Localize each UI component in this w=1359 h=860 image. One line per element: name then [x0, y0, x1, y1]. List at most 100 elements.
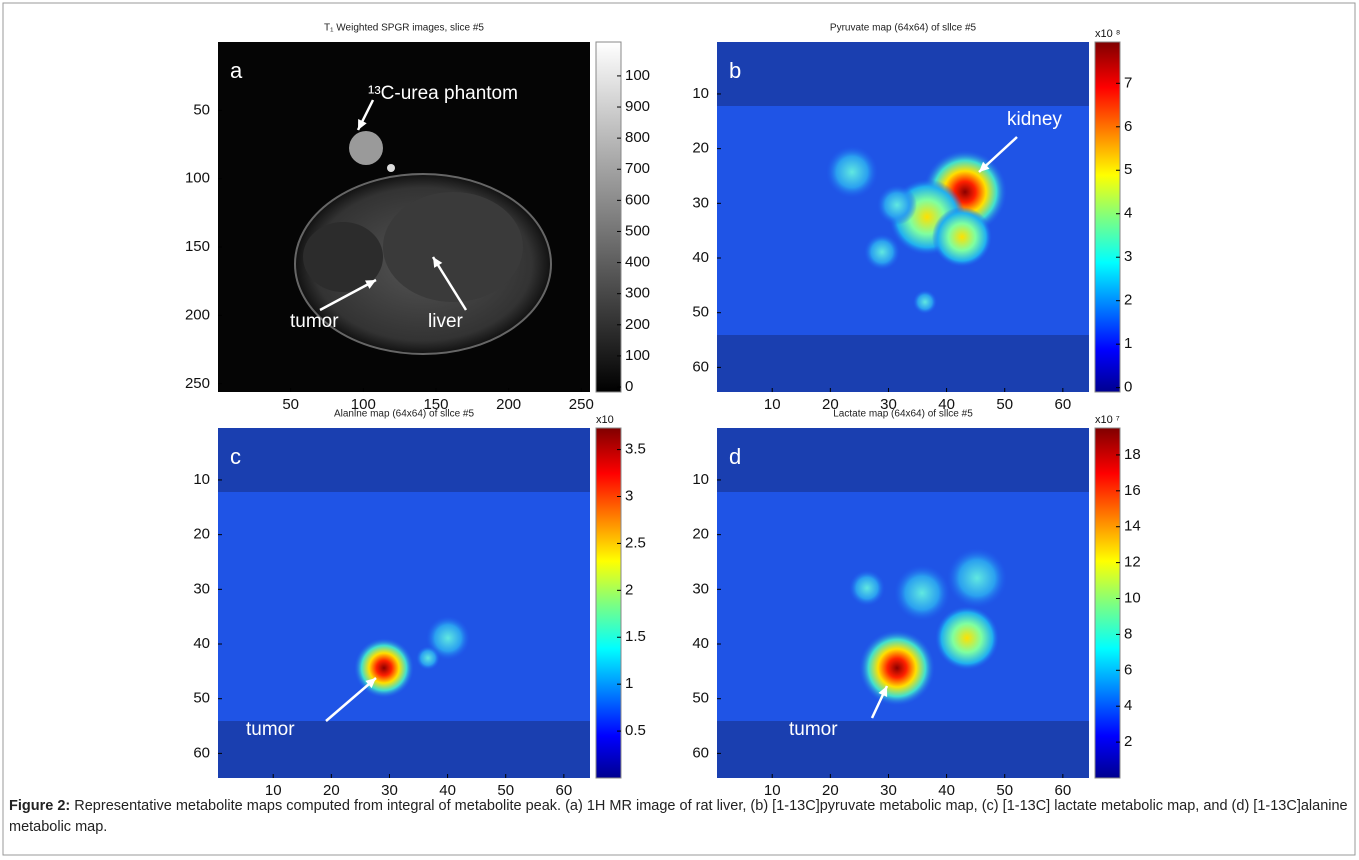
colorbar-tick-label: 6: [1124, 118, 1132, 135]
x-tick-label: 100: [351, 396, 376, 413]
x-tick-label: 30: [880, 396, 897, 413]
annotation: tumor: [246, 719, 295, 740]
panel-title: Lactate map (64x64) of sllce #5: [833, 409, 973, 420]
y-tick-label: 50: [193, 101, 210, 118]
colorbar-tick-label: 5: [1124, 161, 1132, 178]
heatmap-blob: [913, 290, 937, 314]
y-tick-label: 30: [692, 580, 709, 597]
y-tick-label: 50: [692, 304, 709, 321]
colorbar-multiplier: x10 ⁷: [1095, 414, 1120, 426]
heatmap-blob: [877, 185, 917, 225]
colorbar-tick-label: 700: [625, 160, 650, 177]
caption: Figure 2: Representative metabolite maps…: [9, 796, 1349, 838]
x-tick-label: 30: [381, 782, 398, 799]
y-tick-label: 50: [193, 690, 210, 707]
colorbar: [1094, 41, 1121, 393]
colorbar-tick-label: 4: [1124, 697, 1132, 714]
x-tick-label: 60: [1055, 782, 1072, 799]
arrow-head: [878, 686, 888, 697]
heatmap-blob: [932, 207, 992, 267]
heatmap-blob: [947, 548, 1007, 608]
y-tick-label: 60: [692, 358, 709, 375]
colorbar-tick-label: 600: [625, 191, 650, 208]
x-tick-label: 60: [1055, 396, 1072, 413]
x-tick-label: 200: [496, 396, 521, 413]
colorbar-tick-label: 100: [625, 67, 650, 84]
y-tick-label: 250: [185, 375, 210, 392]
x-tick-label: 40: [938, 396, 955, 413]
y-tick-label: 40: [193, 635, 210, 652]
x-tick-label: 250: [569, 396, 594, 413]
colorbar-tick-label: 200: [625, 316, 650, 333]
x-tick-label: 150: [423, 396, 448, 413]
colorbar-tick-label: 0: [1124, 379, 1132, 396]
y-tick-label: 20: [193, 526, 210, 543]
panel-title: T₁ Weighted SPGR images, slice #5: [324, 23, 484, 34]
arrow: [325, 677, 377, 722]
colorbar-tick-label: 1.5: [625, 628, 646, 645]
y-tick-label: 60: [692, 744, 709, 761]
colorbar-tick-label: 3.5: [625, 441, 646, 458]
y-tick-label: 200: [185, 306, 210, 323]
panel-label: d: [729, 444, 741, 469]
x-tick-label: 50: [996, 782, 1013, 799]
colorbar-tick-label: 0: [625, 378, 633, 395]
colorbar-tick-label: 18: [1124, 446, 1141, 463]
panel-label: c: [230, 444, 241, 469]
colorbar-tick-label: 2: [1124, 733, 1132, 750]
heatmap-blob: [416, 646, 440, 670]
heatmap-blob: [826, 146, 878, 198]
colorbar-tick-label: 3: [1124, 248, 1132, 265]
colorbar-tick-label: 8: [1124, 625, 1132, 642]
annotation: tumor: [789, 719, 838, 740]
colorbar-tick-label: 0.5: [625, 722, 646, 739]
colorbar-tick-label: 2: [625, 581, 633, 598]
y-tick-label: 20: [692, 526, 709, 543]
y-tick-label: 30: [193, 580, 210, 597]
y-tick-label: 10: [692, 471, 709, 488]
annotation: tumor: [290, 311, 339, 332]
y-tick-label: 100: [185, 170, 210, 187]
x-tick-label: 10: [764, 396, 781, 413]
heatmap-blob: [426, 616, 470, 660]
colorbar-tick-label: 100: [625, 347, 650, 364]
colorbar-tick-label: 2.5: [625, 534, 646, 551]
colorbar-tick-label: 300: [625, 285, 650, 302]
y-tick-label: 20: [692, 140, 709, 157]
x-tick-label: 50: [497, 782, 514, 799]
heatmap-blob: [864, 234, 900, 270]
liver-region: [383, 192, 523, 302]
arrow-head: [358, 119, 367, 130]
colorbar: [1094, 427, 1121, 779]
heatmap-blob: [849, 570, 885, 606]
panel-title: Pyruvate map (64x64) of sllce #5: [830, 23, 977, 34]
annotation: liver: [428, 311, 464, 332]
heatmap-blob: [894, 565, 950, 621]
panel-title: Alanlne map (64x64) of sllce #5: [334, 409, 475, 420]
y-tick-label: 30: [692, 194, 709, 211]
x-tick-label: 60: [556, 782, 573, 799]
colorbar-tick-label: 2: [1124, 292, 1132, 309]
vessel: [387, 164, 395, 172]
colorbar-tick-label: 16: [1124, 482, 1141, 499]
colorbar: [595, 427, 622, 779]
y-tick-label: 60: [193, 744, 210, 761]
y-tick-label: 10: [193, 471, 210, 488]
colorbar-tick-label: 800: [625, 129, 650, 146]
y-tick-label: 50: [692, 690, 709, 707]
colorbar-tick-label: 900: [625, 98, 650, 115]
x-tick-label: 20: [822, 782, 839, 799]
colorbar-tick-label: 3: [625, 487, 633, 504]
colorbar-tick-label: 14: [1124, 518, 1141, 535]
colorbar-tick-label: 400: [625, 254, 650, 271]
colorbar-tick-label: 7: [1124, 74, 1132, 91]
x-tick-label: 30: [880, 782, 897, 799]
panel-label: a: [230, 58, 243, 83]
colorbar-tick-label: 500: [625, 222, 650, 239]
x-tick-label: 20: [323, 782, 340, 799]
arrow-head: [365, 280, 376, 289]
x-tick-label: 10: [265, 782, 282, 799]
x-tick-label: 40: [439, 782, 456, 799]
